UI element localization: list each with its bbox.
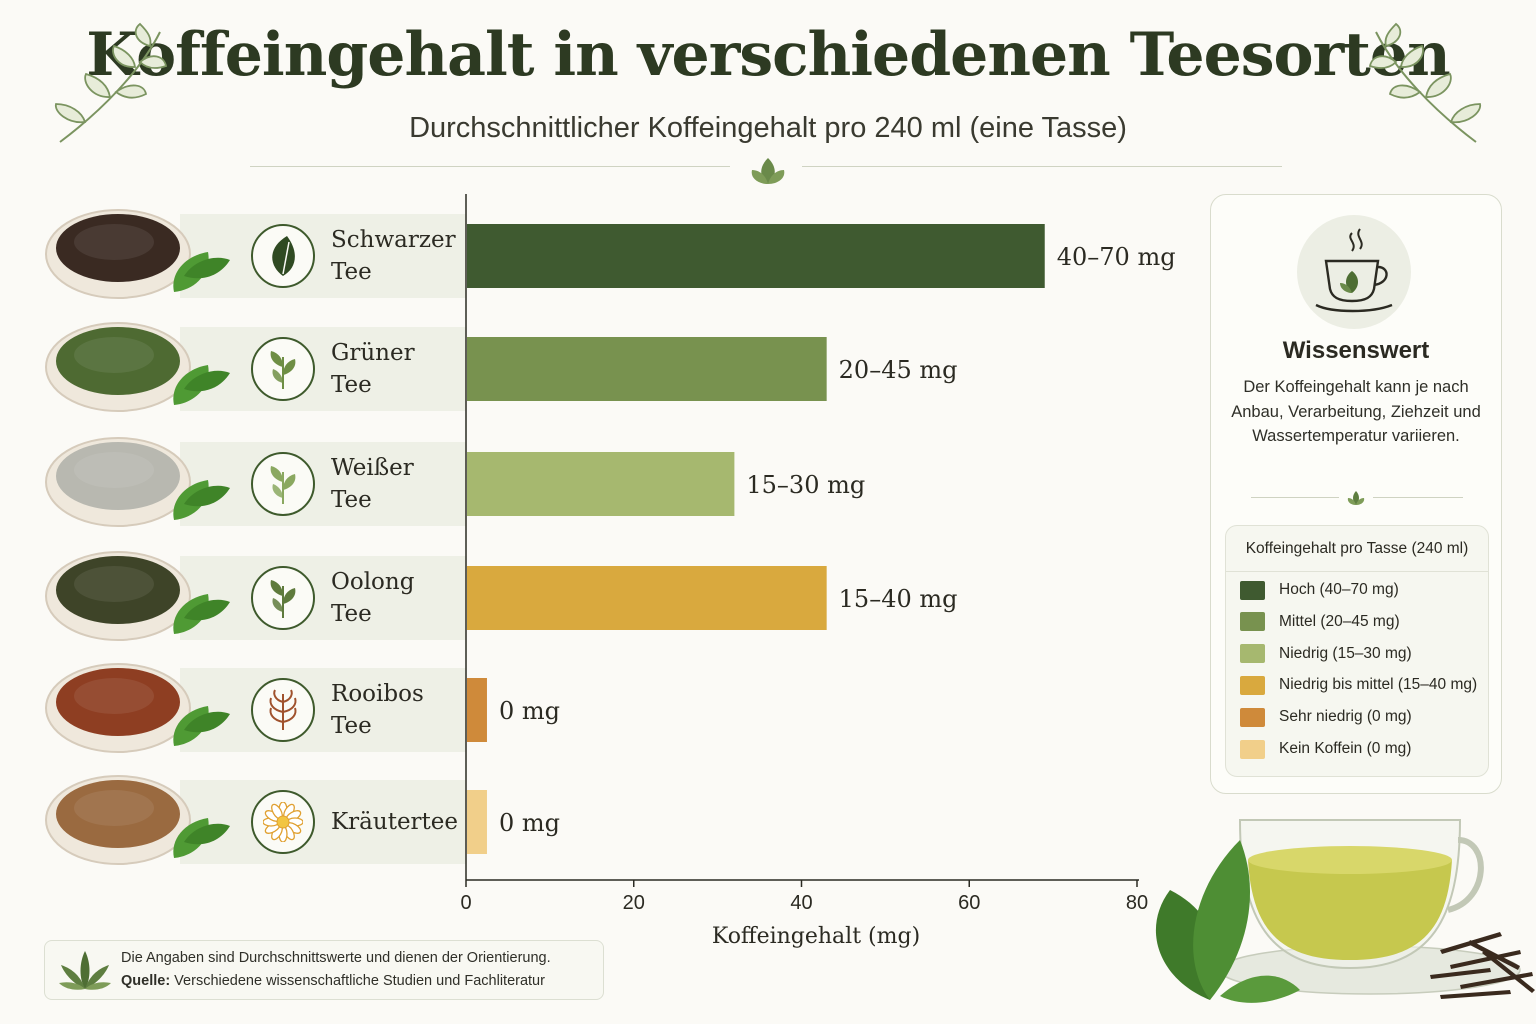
tea-name-line1: Kräutertee bbox=[331, 809, 459, 835]
info-text: Der Koffeingehalt kann je nach Anbau, Ve… bbox=[1231, 378, 1481, 445]
legend-swatch bbox=[1240, 612, 1265, 632]
tea-name-label: Schwarzer Tee bbox=[331, 224, 471, 288]
tea-name-label: Grüner Tee bbox=[331, 337, 471, 401]
info-divider-right bbox=[1373, 497, 1463, 498]
bar-value-label: 15–30 mg bbox=[746, 471, 865, 499]
bar-value-label: 20–45 mg bbox=[839, 356, 958, 384]
legend-label: Hoch (40–70 mg) bbox=[1279, 581, 1399, 598]
tea-name-line2: Tee bbox=[331, 372, 372, 398]
leaf-icon bbox=[251, 224, 315, 288]
bar bbox=[467, 224, 1045, 288]
tea-name-line2: Tee bbox=[331, 259, 372, 285]
legend-item: Niedrig bis mittel (15–40 mg) bbox=[1240, 673, 1477, 697]
tea-name-label: Oolong Tee bbox=[331, 566, 471, 630]
legend-label: Niedrig bis mittel (15–40 mg) bbox=[1279, 676, 1478, 694]
note-line: Die Angaben sind Durchschnittswerte und … bbox=[121, 950, 551, 966]
x-tick-label: 0 bbox=[460, 892, 471, 914]
bar bbox=[467, 678, 487, 742]
tea-row-band bbox=[180, 442, 466, 526]
tea-bowl-icon bbox=[44, 540, 234, 648]
tea-name-line1: Grüner bbox=[331, 340, 415, 366]
tea-name-label: Kräutertee bbox=[331, 806, 471, 838]
divider-leaf-icon bbox=[751, 158, 785, 184]
tea-row-band bbox=[180, 780, 466, 864]
corner-leaves-right-icon bbox=[1368, 22, 1481, 143]
tea-name-line1: Schwarzer bbox=[331, 227, 456, 253]
legend-title: Koffeingehalt pro Tasse (240 ml) bbox=[1226, 526, 1488, 572]
note-source-label: Quelle: bbox=[121, 973, 171, 989]
tea-row-band bbox=[180, 327, 466, 411]
legend-label: Sehr niedrig (0 mg) bbox=[1279, 708, 1412, 726]
tea-bowl-icon bbox=[44, 764, 234, 872]
legend-swatch bbox=[1240, 580, 1265, 600]
sprout-icon bbox=[251, 452, 315, 516]
green-tea-cup-illustration-icon bbox=[1155, 819, 1535, 1003]
bar-value-label: 15–40 mg bbox=[839, 585, 958, 613]
legend: Koffeingehalt pro Tasse (240 ml) Hoch (4… bbox=[1225, 525, 1489, 777]
info-divider-leaf-icon bbox=[1347, 491, 1365, 505]
tea-row-band bbox=[180, 668, 466, 752]
tea-name-line1: Oolong bbox=[331, 569, 415, 595]
legend-label: Mittel (20–45 mg) bbox=[1279, 612, 1400, 630]
legend-swatch bbox=[1240, 675, 1265, 695]
info-cup-badge bbox=[1297, 215, 1411, 329]
note-source-text: Verschiedene wissenschaftliche Studien u… bbox=[170, 973, 545, 989]
tea-bowl-icon bbox=[44, 198, 234, 306]
x-tick-label: 20 bbox=[623, 892, 645, 914]
corner-leaves-left-icon bbox=[55, 22, 168, 143]
bar bbox=[467, 452, 735, 516]
tea-name-line2: Tee bbox=[331, 713, 372, 739]
bar bbox=[467, 790, 487, 854]
legend-swatch bbox=[1240, 644, 1265, 664]
bar-value-label: 0 mg bbox=[499, 697, 560, 725]
page-title: Koffeingehalt in verschiedenen Teesorten bbox=[86, 20, 1450, 90]
legend-swatch bbox=[1240, 707, 1265, 727]
bar bbox=[467, 566, 827, 630]
info-divider-left bbox=[1251, 497, 1339, 498]
sprout-icon bbox=[251, 337, 315, 401]
flower-icon bbox=[251, 790, 315, 854]
tea-row-band bbox=[180, 214, 466, 298]
legend-item: Hoch (40–70 mg) bbox=[1240, 578, 1399, 602]
tea-name-line1: Weißer bbox=[331, 455, 414, 481]
legend-label: Niedrig (15–30 mg) bbox=[1279, 644, 1412, 662]
legend-item: Niedrig (15–30 mg) bbox=[1240, 642, 1412, 666]
legend-item: Mittel (20–45 mg) bbox=[1240, 610, 1400, 634]
info-title: Wissenswert bbox=[1282, 337, 1430, 364]
divider-right bbox=[802, 166, 1282, 167]
x-tick-label: 80 bbox=[1126, 892, 1148, 914]
x-tick-label: 60 bbox=[958, 892, 980, 914]
tea-name-line2: Tee bbox=[331, 487, 372, 513]
bar-value-label: 0 mg bbox=[499, 809, 560, 837]
tea-bowl-icon bbox=[44, 652, 234, 760]
tea-bowl-icon bbox=[44, 311, 234, 419]
tea-name-label: Weißer Tee bbox=[331, 452, 471, 516]
source-note: Die Angaben sind Durchschnittswerte und … bbox=[44, 940, 604, 1000]
bar-value-label: 40–70 mg bbox=[1057, 243, 1176, 271]
tea-name-line1: Rooibos bbox=[331, 681, 424, 707]
tea-row-band bbox=[180, 556, 466, 640]
info-card: Wissenswert Der Koffeingehalt kann je na… bbox=[1210, 194, 1502, 794]
teacup-icon bbox=[1315, 228, 1393, 313]
x-tick-label: 40 bbox=[790, 892, 812, 914]
sprout-icon bbox=[251, 566, 315, 630]
page-subtitle: Durchschnittlicher Koffeingehalt pro 240… bbox=[409, 112, 1127, 144]
legend-item: Kein Koffein (0 mg) bbox=[1240, 737, 1411, 761]
tea-name-label: Rooibos Tee bbox=[331, 678, 471, 742]
tea-bowl-icon bbox=[44, 426, 234, 534]
note-source-line: Quelle: Verschiedene wissenschaftliche S… bbox=[121, 973, 545, 989]
divider-left bbox=[250, 166, 730, 167]
rooibos-icon bbox=[251, 678, 315, 742]
legend-item: Sehr niedrig (0 mg) bbox=[1240, 705, 1412, 729]
legend-swatch bbox=[1240, 739, 1265, 759]
tea-name-line2: Tee bbox=[331, 601, 372, 627]
legend-label: Kein Koffein (0 mg) bbox=[1279, 740, 1412, 757]
bar bbox=[467, 337, 827, 401]
cannabis-leaf-icon bbox=[59, 951, 111, 990]
x-axis-title: Koffeingehalt (mg) bbox=[711, 924, 921, 949]
